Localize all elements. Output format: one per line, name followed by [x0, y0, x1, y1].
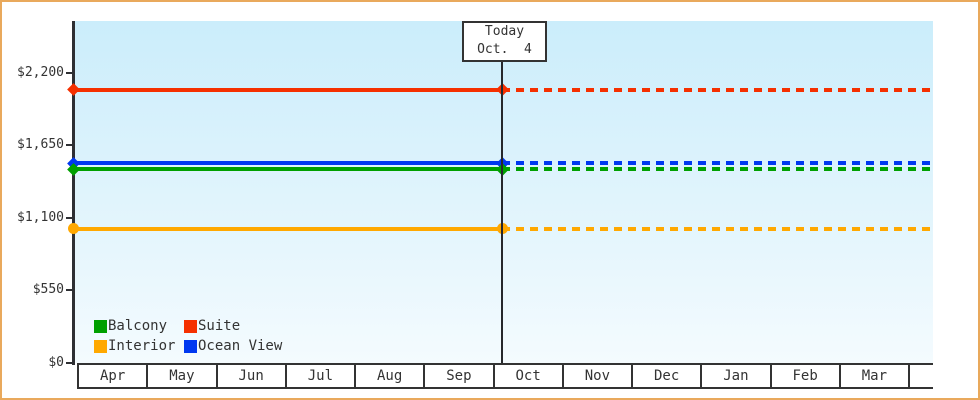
legend-row: Balcony Suite	[94, 316, 282, 336]
legend-swatch-icon	[94, 339, 107, 353]
legend-swatch-icon	[184, 339, 197, 353]
month-cell-oct: Oct	[492, 365, 562, 387]
y-axis-tick-label: $550	[32, 282, 64, 297]
series-line-solid-ocean-view	[74, 161, 502, 166]
month-cell-apr: Apr	[77, 365, 147, 387]
legend-item-suite: Suite	[184, 318, 240, 334]
legend-item-interior: Interior	[94, 338, 184, 354]
y-axis-tick-mark	[66, 71, 73, 74]
month-cell-jan: Jan	[700, 365, 770, 387]
legend-item-balcony: Balcony	[94, 318, 184, 334]
y-axis-tick-label: $1,100	[17, 209, 64, 225]
month-cell-sep: Sep	[423, 365, 493, 387]
today-callout-box: Today Oct. 4	[462, 21, 547, 62]
month-cell-feb: Feb	[769, 365, 839, 387]
series-line-solid-interior	[74, 226, 502, 231]
legend-item-ocean-view: Ocean View	[184, 338, 282, 354]
y-axis-tick-label: $1,650	[17, 137, 64, 152]
series-line-dashed-interior	[502, 226, 933, 231]
month-cell-aug: Aug	[354, 365, 424, 387]
interior-marker	[67, 223, 79, 235]
legend-swatch-icon	[184, 319, 197, 333]
y-axis-tick-mark	[66, 144, 73, 146]
month-cell-jun: Jun	[215, 365, 285, 387]
legend-label: Ocean View	[198, 338, 283, 354]
today-label: Today	[484, 24, 525, 39]
legend-row: Interior Ocean View	[94, 336, 282, 356]
legend-label: Suite	[198, 318, 241, 334]
month-cell-stub	[908, 365, 933, 387]
legend-label: Interior	[108, 338, 176, 354]
series-line-solid-suite	[74, 87, 502, 92]
today-date-label: Oct. 4	[477, 42, 532, 57]
series-line-dashed-suite	[502, 87, 933, 92]
y-axis-tick-label: $2,200	[17, 64, 64, 80]
legend: Balcony Suite Interior Ocean View	[94, 316, 282, 356]
y-axis-tick-mark	[66, 216, 73, 219]
y-axis-tick-label: $0	[48, 354, 64, 370]
month-cell-nov: Nov	[561, 365, 631, 387]
y-axis-tick-mark	[66, 361, 73, 364]
month-cell-mar: Mar	[838, 365, 908, 387]
x-axis-month-row: Apr May Jun Jul Aug Sep Oct Nov Dec Jan Feb Mar	[77, 363, 933, 389]
plot-area	[74, 21, 933, 363]
legend-label: Balcony	[108, 318, 168, 334]
series-line-solid-balcony	[74, 167, 502, 172]
month-cell-may: May	[146, 365, 216, 387]
series-line-dashed-ocean-view	[502, 161, 933, 166]
month-cell-jul: Jul	[284, 365, 354, 387]
legend-swatch-icon	[94, 319, 107, 333]
today-vertical-line	[501, 61, 503, 363]
y-axis-line	[72, 21, 75, 365]
month-cell-dec: Dec	[631, 365, 701, 387]
series-line-dashed-balcony	[502, 167, 933, 172]
y-axis-tick-mark	[66, 289, 73, 291]
